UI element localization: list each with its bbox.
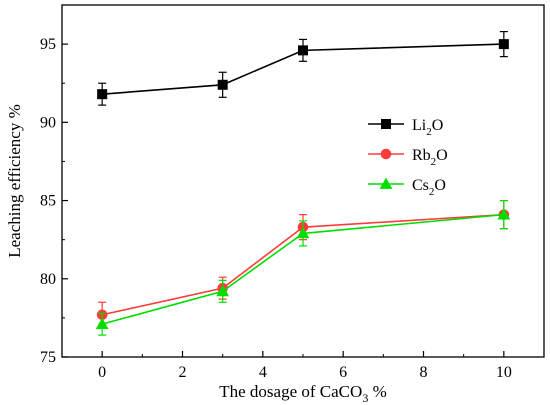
y-tick-label: 85 (40, 193, 56, 210)
legend-label: Li2O (412, 117, 443, 138)
series-line (101, 213, 504, 316)
series-cs2o (95, 199, 511, 336)
data-point-triangle (95, 317, 109, 330)
data-point-square (217, 79, 228, 90)
data-point-triangle (379, 177, 393, 189)
data-point-circle (380, 148, 392, 160)
data-point-triangle (497, 208, 511, 220)
data-point-square (97, 89, 108, 100)
y-tick-label: 75 (40, 349, 56, 366)
legend-item-cs2o: Cs2O (368, 177, 446, 198)
x-tick-label: 10 (496, 364, 512, 381)
data-point-triangle (216, 284, 230, 297)
x-tick-label: 8 (420, 364, 428, 381)
data-point-triangle (296, 226, 310, 239)
data-point-square (298, 45, 308, 56)
y-axis-title: Leaching efficiency % (5, 104, 24, 258)
legend-label: Rb2O (412, 147, 448, 168)
data-point-square (381, 119, 391, 129)
legend-item-rb2o: Rb2O (368, 147, 448, 168)
y-tick-label: 90 (40, 114, 56, 131)
series-layer (95, 30, 511, 336)
series-li2o (97, 30, 509, 106)
x-axis-title: The dosage of CaCO3 % (219, 382, 386, 405)
legend-item-li2o: Li2O (368, 117, 443, 138)
series-line (101, 213, 504, 325)
legend-label: Cs2O (412, 177, 446, 198)
y-axis-ticks: 75 80 85 90 95 (40, 36, 68, 366)
data-point-square (498, 39, 509, 50)
x-tick-label: 4 (259, 364, 267, 381)
x-tick-label: 6 (339, 364, 347, 381)
x-tick-label: 2 (179, 364, 187, 381)
y-tick-label: 95 (40, 36, 56, 53)
x-axis-ticks: 0 2 4 6 8 10 (98, 351, 512, 381)
x-tick-label: 0 (98, 364, 106, 381)
series-line (102, 43, 504, 95)
y-tick-label: 80 (40, 271, 56, 288)
legend: Li2O Rb2O Cs2O (368, 117, 448, 198)
